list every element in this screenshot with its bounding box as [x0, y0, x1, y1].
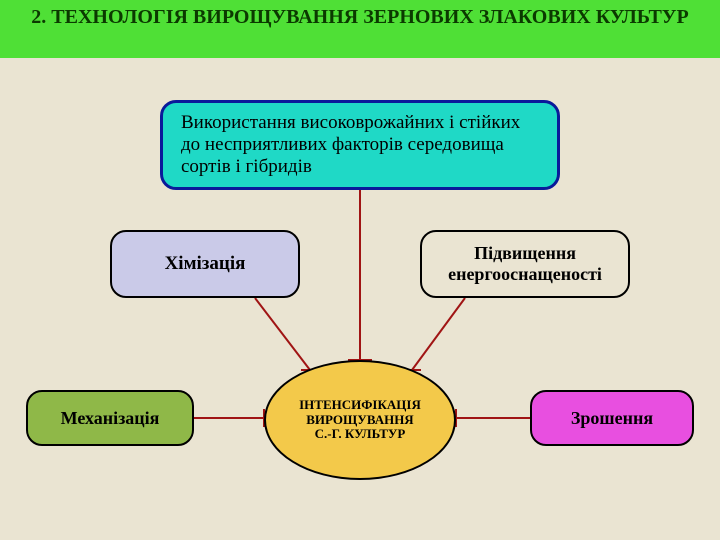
node-mechanization: Механізація	[26, 390, 194, 446]
hub-line3: С.-Г. КУЛЬТУР	[299, 427, 421, 442]
node-irrig-label: Зрошення	[571, 408, 653, 429]
node-irrigation: Зрошення	[530, 390, 694, 446]
node-energy: Підвищення енергооснащеності	[420, 230, 630, 298]
node-mech-label: Механізація	[61, 408, 160, 429]
node-chem-label: Хімізація	[165, 253, 246, 275]
hub-text: ІНТЕНСИФІКАЦІЯ ВИРОЩУВАННЯ С.-Г. КУЛЬТУР	[299, 398, 421, 443]
node-top-varieties: Використання високоврожайних і стійких д…	[160, 100, 560, 190]
hub-line1: ІНТЕНСИФІКАЦІЯ	[299, 398, 421, 413]
slide-title-text: 2. ТЕХНОЛОГІЯ ВИРОЩУВАННЯ ЗЕРНОВИХ ЗЛАКО…	[31, 6, 688, 28]
hub-line2: ВИРОЩУВАННЯ	[299, 413, 421, 428]
slide-title: 2. ТЕХНОЛОГІЯ ВИРОЩУВАННЯ ЗЕРНОВИХ ЗЛАКО…	[0, 0, 720, 58]
node-chemization: Хімізація	[110, 230, 300, 298]
slide-canvas: 2. ТЕХНОЛОГІЯ ВИРОЩУВАННЯ ЗЕРНОВИХ ЗЛАКО…	[0, 0, 720, 540]
node-top-label: Використання високоврожайних і стійких д…	[181, 112, 539, 178]
hub-intensification: ІНТЕНСИФІКАЦІЯ ВИРОЩУВАННЯ С.-Г. КУЛЬТУР	[264, 360, 456, 480]
node-energy-label: Підвищення енергооснащеності	[422, 243, 628, 284]
